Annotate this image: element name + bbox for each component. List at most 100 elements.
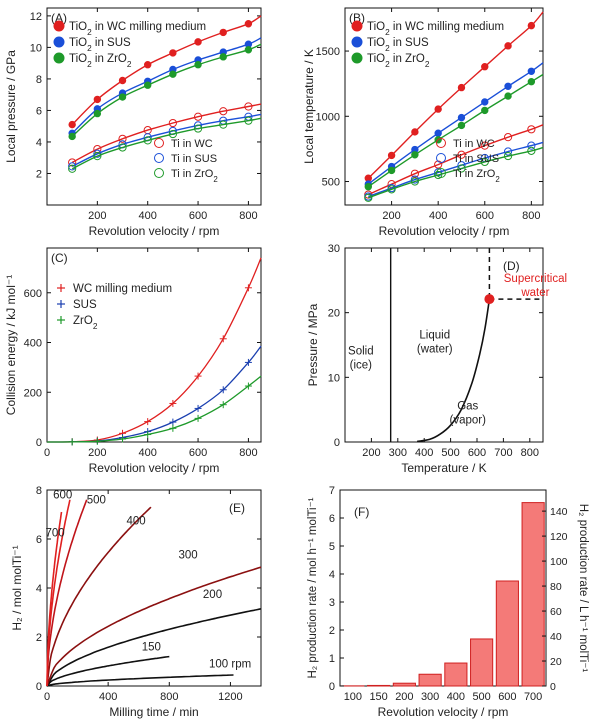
- legend-marker: [351, 52, 363, 64]
- legend-marker: [436, 168, 446, 178]
- text-span: Ti in ZrO: [171, 168, 214, 180]
- time-course-line: [46, 506, 152, 687]
- x-tick-label: 200: [395, 691, 413, 703]
- data-point: [434, 105, 442, 113]
- y-tick-label: 0: [36, 437, 42, 449]
- y-tick-label: 6: [36, 105, 42, 117]
- panel-label: (B): [349, 11, 365, 25]
- subscript: 2: [127, 60, 132, 69]
- data-point: [457, 83, 466, 92]
- data-point: [410, 169, 419, 178]
- y-tick-label: 500: [322, 177, 340, 189]
- text-span: TiO: [69, 53, 87, 65]
- legend-label: Ti in ZrO2: [171, 168, 218, 184]
- time-course-line: [46, 566, 262, 687]
- text-span: in WC milling medium: [92, 21, 206, 33]
- region-label: Solid: [348, 346, 374, 358]
- time-course-line: [46, 674, 234, 687]
- legend-marker: [53, 52, 65, 64]
- bar: [470, 638, 494, 687]
- region-label: (vapor): [450, 415, 487, 427]
- legend-label: WC milling medium: [73, 283, 172, 295]
- x-tick-label: 700: [524, 691, 542, 703]
- x-tick-label: 100: [344, 691, 362, 703]
- x-axis-label: Revolution velocity / rpm: [379, 224, 510, 238]
- data-point: [527, 21, 536, 30]
- legend-marker: [436, 138, 446, 148]
- text-span: Ti in WC: [171, 138, 213, 150]
- data-point: [481, 63, 489, 71]
- fit-line: [71, 117, 262, 170]
- subscript: 2: [385, 28, 390, 37]
- x-tick-label: 400: [139, 210, 157, 222]
- supercritical-label: water: [520, 287, 549, 299]
- text-span: TiO: [367, 53, 385, 65]
- region-label: (ice): [350, 360, 373, 372]
- data-point: [118, 134, 127, 143]
- data-point: [387, 151, 396, 160]
- x-tick-label: 400: [429, 210, 447, 222]
- y-tick-label: 4: [36, 583, 42, 595]
- fit-line: [368, 124, 544, 196]
- data-point: [504, 92, 512, 100]
- text-span: in WC milling medium: [390, 21, 504, 33]
- legend-marker: [436, 153, 446, 163]
- fit-line: [368, 146, 544, 199]
- data-point: [434, 129, 442, 137]
- bar: [495, 580, 519, 687]
- data-point: [503, 151, 513, 161]
- data-point: [169, 49, 177, 57]
- supercritical-label: Supercritical: [504, 273, 567, 285]
- x-tick-label: 800: [521, 447, 539, 459]
- legend-label: SUS: [73, 299, 97, 311]
- y-tick-label: 30: [328, 243, 340, 255]
- y-axis-label: H₂ production rate / mol h⁻¹ molTi⁻¹: [307, 497, 319, 678]
- panel-E: 0 400 800 1200 0 2 4 6 8 (E) Milling time / min H₂ …: [10, 485, 262, 719]
- legend-label: Ti in ZrO2: [453, 168, 500, 184]
- y-tick-label: 4: [36, 137, 42, 149]
- data-point: [527, 125, 536, 134]
- data-point: [219, 53, 227, 61]
- legend-label: TiO2 in ZrO2: [367, 53, 430, 69]
- x-tick-label: 200: [382, 210, 400, 222]
- panel-A: 200 400 600 800 2 4 6 8 10 12 (A) Revolution veloci…: [4, 7, 262, 238]
- data-point: [434, 168, 443, 177]
- x-tick-label: 500: [472, 691, 490, 703]
- x-tick-label: 200: [88, 210, 106, 222]
- data-point: [364, 183, 372, 191]
- text-span: TiO: [69, 37, 87, 49]
- y-tick-label: 0: [36, 681, 42, 693]
- subscript: 2: [87, 60, 92, 69]
- legend-marker: [351, 20, 363, 32]
- legend-marker: [154, 168, 164, 178]
- x-tick-label: 800: [239, 447, 257, 459]
- fit-line: [71, 103, 262, 164]
- data-point: [411, 151, 419, 159]
- data-point: [457, 121, 466, 130]
- data-point: [244, 20, 253, 28]
- data-point: [219, 120, 228, 129]
- x-tick-label: 600: [476, 210, 494, 222]
- text-span: TiO: [367, 37, 385, 49]
- panel-label: (C): [51, 251, 68, 265]
- data-point: [457, 150, 466, 159]
- data-point: [93, 152, 102, 161]
- series-label: 600: [53, 490, 72, 502]
- data-point: [118, 76, 127, 85]
- y-axis-label: Local pressure / GPa: [4, 50, 18, 163]
- plot-frame: [46, 247, 262, 443]
- x-tick-label: 700: [494, 447, 512, 459]
- y-tick-label: 20: [328, 308, 340, 320]
- legend-marker: [53, 36, 65, 48]
- data-point: [93, 95, 102, 104]
- plot-frame: [344, 7, 544, 206]
- data-point: [387, 166, 396, 175]
- subscript: 2: [87, 28, 92, 37]
- data-point: [219, 107, 228, 116]
- x-tick-label: 500: [441, 447, 459, 459]
- data-point: [244, 116, 253, 125]
- legend-label: ZrO2: [73, 315, 98, 331]
- data-point: [480, 141, 489, 150]
- x-tick-label: 1200: [218, 691, 242, 703]
- series-label: 400: [126, 515, 145, 527]
